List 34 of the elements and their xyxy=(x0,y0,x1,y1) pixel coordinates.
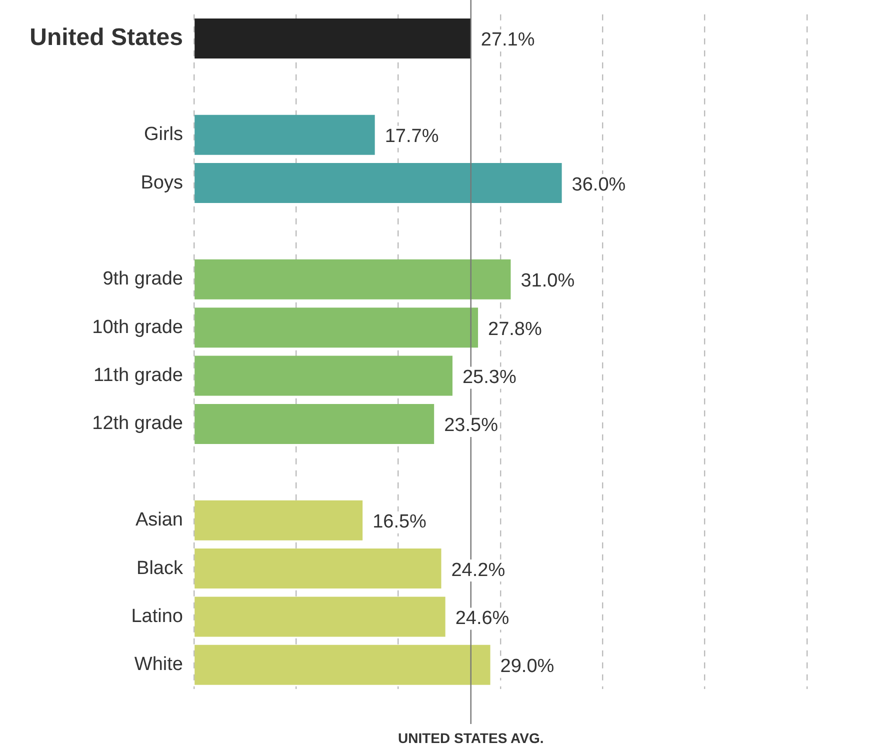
data-label: 29.0% xyxy=(500,656,554,678)
data-label: 27.1% xyxy=(480,30,535,51)
bar xyxy=(194,163,562,204)
data-label: 36.0% xyxy=(572,174,626,196)
y-tick-label: United States xyxy=(30,24,183,52)
y-tick-label: 11th grade xyxy=(94,365,183,386)
y-tick-label: 12th grade xyxy=(92,413,183,434)
y-tick-label: Boys xyxy=(140,172,183,194)
y-tick-label: White xyxy=(134,654,183,676)
bar xyxy=(194,356,452,396)
data-label: 23.5% xyxy=(444,415,498,436)
data-label: 27.8% xyxy=(488,318,542,340)
bar xyxy=(194,308,478,348)
bar xyxy=(194,18,471,58)
bar xyxy=(194,500,363,540)
bar xyxy=(194,404,434,444)
bar xyxy=(194,644,490,685)
y-tick-label: Asian xyxy=(135,510,183,531)
data-label: 17.7% xyxy=(384,126,439,148)
bar xyxy=(194,114,375,155)
y-tick-label: 10th grade xyxy=(92,316,183,338)
bar xyxy=(194,596,446,637)
data-label: 16.5% xyxy=(372,512,427,533)
bar xyxy=(194,548,442,589)
data-label: 31.0% xyxy=(520,270,575,292)
ref-line-label: UNITED STATES AVG. xyxy=(398,730,544,746)
data-label: 24.6% xyxy=(455,608,510,629)
y-tick-label: 9th grade xyxy=(102,268,183,290)
data-label: 24.2% xyxy=(451,560,506,581)
y-tick-label: Latino xyxy=(131,606,183,627)
y-tick-label: Girls xyxy=(144,124,183,146)
y-tick-label: Black xyxy=(136,558,184,579)
bar xyxy=(194,259,511,300)
data-label: 25.3% xyxy=(462,367,516,388)
